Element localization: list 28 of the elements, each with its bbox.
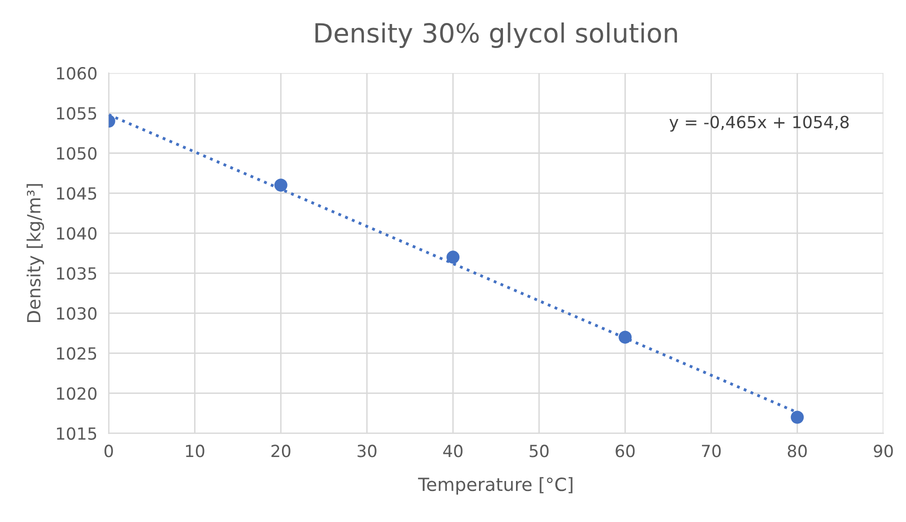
y-tick-label: 1040 (57, 227, 96, 240)
y-tick-label: 1055 (57, 107, 96, 120)
x-tick-label: 40 (443, 444, 462, 458)
x-tick-label: 20 (271, 444, 290, 458)
y-tick-label: 1015 (57, 427, 96, 440)
y-tick-label: 1020 (57, 387, 96, 400)
x-tick-label: 30 (358, 444, 376, 458)
point (446, 250, 460, 264)
x-tick-label: 70 (702, 444, 721, 458)
x-tick-label: 10 (186, 444, 204, 458)
x-axis-title: Temperature [°C] (418, 477, 572, 495)
x-tick-label: 0 (104, 444, 113, 458)
chart-title: Density 30% glycol solution (315, 22, 677, 48)
y-tick-label: 1025 (57, 347, 96, 360)
x-tick-label: 90 (874, 444, 893, 458)
y-tick-label: 1050 (57, 147, 96, 160)
y-tick-label: 1060 (57, 67, 96, 80)
x-tick-label: 80 (788, 444, 807, 458)
point (790, 410, 804, 424)
point (274, 178, 288, 192)
annotation: y = -0,465x + 1054,8 (669, 116, 849, 132)
point (618, 330, 632, 344)
y-tick-label: 1035 (57, 267, 96, 280)
y-tick-label: 1045 (57, 187, 96, 200)
x-tick-label: 50 (530, 444, 549, 458)
y-tick-label: 1030 (57, 307, 96, 320)
y-axis-title: Density [kg/m³] (26, 184, 44, 322)
x-tick-label: 60 (616, 444, 635, 458)
